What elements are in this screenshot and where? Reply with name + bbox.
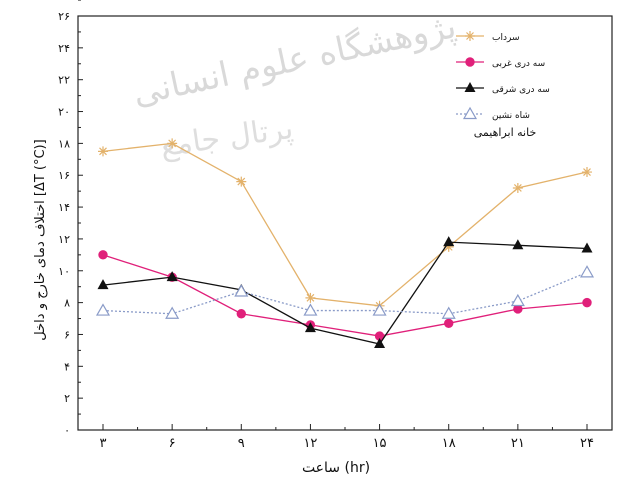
data-point [374,338,386,349]
y-tick-label: ۱۰ [58,265,70,278]
x-tick-label: ۱۸ [442,436,456,451]
legend-marker [465,31,475,41]
data-point [98,250,108,260]
legend-entry: سرداب [456,31,520,43]
data-point [236,309,246,319]
y-tick-label: ۱۲ [58,233,70,246]
data-point [165,306,180,319]
x-tick-label: ۲۴ [580,436,594,451]
x-tick-label: ۶ [169,436,176,451]
x-tick-label: ۱۵ [373,436,387,451]
series-1 [98,138,592,311]
data-point [234,284,249,297]
data-point [512,182,523,193]
y-tick-label: ۰ [64,424,70,437]
y-tick-label: ۸ [64,297,70,310]
data-point [444,318,454,329]
data-point [582,297,592,308]
data-point [304,322,316,333]
series-line [102,241,588,345]
legend-marker [465,57,475,67]
data-point [510,293,525,307]
data-point [97,279,109,290]
data-point [443,241,454,252]
legend-label: سرداب [492,33,520,43]
legend-marker [464,82,476,92]
series-4 [95,265,595,319]
data-point [443,236,455,247]
data-point [512,239,524,250]
legend-entry: سه دری غربی [456,57,545,69]
x-tick-label: ۹ [238,436,245,451]
data-point [582,167,592,178]
y-tick-label: ۲۶ [58,10,70,23]
data-point [441,306,456,319]
series-line [102,254,588,337]
data-point [581,242,593,253]
legend: سرداب سه دری غربی سه دری شرقی شاه نشین [456,31,550,121]
data-point [98,146,108,157]
series-group [95,138,595,349]
legend-entry: شاه نشین [456,106,530,121]
data-point [303,303,318,316]
y-tick-label: ۱۶ [58,169,70,182]
chart-title: خانه ابراهیمی [474,126,537,139]
x-tick-label: ۲۱ [511,436,525,451]
legend-label: سه دری شرقی [492,85,550,95]
series-3 [97,236,593,349]
data-point [579,265,595,278]
data-point [95,303,111,316]
y-tick-label: ۱۸ [58,137,70,150]
x-tick-label: ۱۲ [303,436,317,451]
data-point [236,176,247,187]
data-point [372,303,387,316]
y-tick-label: ۶ [64,328,70,341]
legend-label: سه دری غربی [492,59,545,69]
legend-entry: سه دری شرقی [456,82,550,95]
y-tick-label: ۲۲ [58,74,70,87]
y-axis-label: اختلاف دمای خارج و داخل [ΔT (°C)] [33,139,48,340]
plot-frame [77,15,613,431]
y-tick-label: ۲ [64,392,70,405]
y-tick-label: ۲۰ [58,106,70,119]
series-line [102,142,588,307]
legend-label: شاه نشین [492,111,530,121]
data-point [305,292,316,303]
y-tick-label: ۱۴ [58,201,70,214]
legend-marker [462,106,478,120]
x-tick-label: ۳ [100,436,107,451]
data-point [166,271,178,282]
series-line [102,271,588,315]
x-axis-label: ساعت (hr) [302,460,370,476]
data-point [167,138,178,149]
y-tick-label: ۲۴ [58,42,70,55]
y-tick-label: ۴ [64,360,70,373]
